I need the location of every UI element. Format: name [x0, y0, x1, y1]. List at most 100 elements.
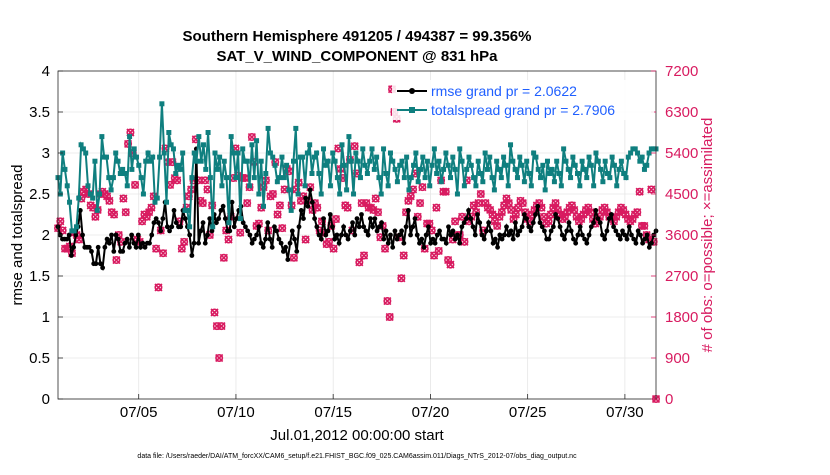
totalspread-point	[367, 158, 373, 164]
rmse-point	[359, 212, 364, 217]
obs-possible-marker	[243, 199, 252, 208]
obs-assimilated-marker	[154, 283, 163, 292]
y-left-tick-label: 1.5	[29, 268, 50, 285]
totalspread-point	[621, 171, 627, 176]
totalspread-point	[94, 207, 100, 213]
rmse-point	[492, 236, 498, 242]
rmse-point	[93, 261, 99, 267]
rmse-point	[428, 240, 434, 246]
obs-possible-marker	[493, 221, 502, 230]
y-left-tick-label: 4	[42, 63, 50, 80]
totalspread-point	[67, 199, 73, 205]
rmse-point	[321, 216, 326, 222]
totalspread-point	[346, 134, 352, 140]
totalspread-point	[309, 171, 315, 176]
rmse-point	[591, 220, 596, 226]
rmse-point	[334, 232, 340, 238]
totalspread-point	[235, 150, 241, 156]
totalspread-point	[431, 146, 437, 152]
obs-possible-marker	[507, 205, 516, 214]
obs-assimilated-marker	[380, 244, 390, 253]
rmse-point	[115, 236, 121, 242]
totalspread-point	[152, 199, 158, 205]
totalspread-point	[517, 154, 523, 160]
obs-assimilated-marker	[518, 199, 527, 208]
totalspread-point	[570, 154, 576, 160]
totalspread-point	[461, 183, 467, 189]
totalspread-point	[551, 179, 557, 185]
obs-assimilated-marker	[350, 142, 359, 151]
obs-assimilated-marker	[614, 208, 623, 217]
obs-possible-marker	[432, 203, 441, 212]
rmse-point	[526, 224, 532, 230]
obs-possible-marker	[635, 187, 644, 196]
obs-assimilated-marker	[628, 214, 637, 224]
rmse-point	[455, 232, 460, 238]
obs-possible-marker	[514, 203, 523, 212]
rmse-point	[316, 232, 322, 238]
obs-assimilated-marker	[488, 210, 497, 219]
rmse-point	[385, 240, 391, 246]
obs-assimilated-marker	[497, 208, 506, 217]
rmse-point	[292, 236, 297, 242]
rmse-point	[214, 220, 219, 226]
rmse-point	[452, 236, 458, 242]
obs-possible-marker	[418, 183, 427, 192]
rmse-point	[470, 224, 476, 230]
obs-assimilated-marker	[563, 208, 572, 217]
totalspread-point	[106, 175, 112, 181]
totalspread-point	[429, 162, 435, 168]
chart-title-line1: Southern Hemisphere 491205 / 494387 = 99…	[183, 28, 532, 45]
totalspread-point	[311, 154, 317, 160]
rmse-point	[430, 236, 436, 242]
obs-assimilated-marker	[399, 251, 408, 260]
rmse-point	[243, 224, 248, 230]
obs-assimilated-marker	[612, 212, 621, 221]
obs-possible-marker	[301, 235, 310, 244]
totalspread-point	[471, 175, 477, 181]
obs-assimilated-marker	[579, 210, 588, 219]
totalspread-point	[524, 158, 530, 164]
rmse-point	[289, 228, 295, 234]
totalspread-point	[561, 146, 567, 152]
totalspread-point	[489, 175, 495, 181]
obs-assimilated-marker	[635, 187, 644, 196]
totalspread-point	[191, 150, 197, 156]
obs-possible-marker	[215, 353, 224, 362]
obs-possible-marker	[201, 176, 210, 185]
y-right-tick-label: 0	[665, 391, 673, 408]
totalspread-point	[316, 171, 322, 176]
totalspread-point	[501, 154, 507, 160]
y-right-tick-label: 1800	[665, 309, 698, 326]
totalspread-point	[408, 175, 414, 181]
obs-possible-marker	[131, 180, 140, 189]
obs-assimilated-marker	[268, 189, 277, 199]
totalspread-point	[641, 166, 647, 172]
totalspread-point	[122, 171, 128, 176]
totalspread-point	[607, 175, 613, 181]
rmse-point	[71, 244, 77, 250]
legend-background	[392, 80, 654, 120]
totalspread-point	[164, 199, 170, 205]
obs-assimilated-marker	[572, 212, 581, 221]
totalspread-point	[124, 183, 130, 189]
rmse-point	[633, 240, 639, 246]
y-left-tick-label: 1	[42, 309, 50, 326]
obs-assimilated-marker	[577, 214, 586, 224]
totalspread-point	[563, 158, 569, 164]
totalspread-point	[406, 187, 412, 193]
y-left-tick-label: 3	[42, 145, 50, 162]
rmse-point	[649, 240, 654, 246]
obs-assimilated-marker	[324, 237, 334, 246]
rmse-point	[173, 220, 179, 226]
totalspread-point	[198, 158, 204, 164]
obs-assimilated-marker	[224, 235, 233, 244]
obs-possible-marker	[147, 203, 156, 212]
chart-title-line2: SAT_V_WIND_COMPONENT @ 831 hPa	[216, 48, 498, 65]
totalspread-point	[351, 191, 357, 197]
obs-possible-marker	[343, 203, 352, 212]
totalspread-point	[228, 134, 234, 140]
obs-possible-marker	[374, 208, 383, 217]
totalspread-point	[247, 183, 253, 189]
rmse-point	[209, 228, 215, 234]
